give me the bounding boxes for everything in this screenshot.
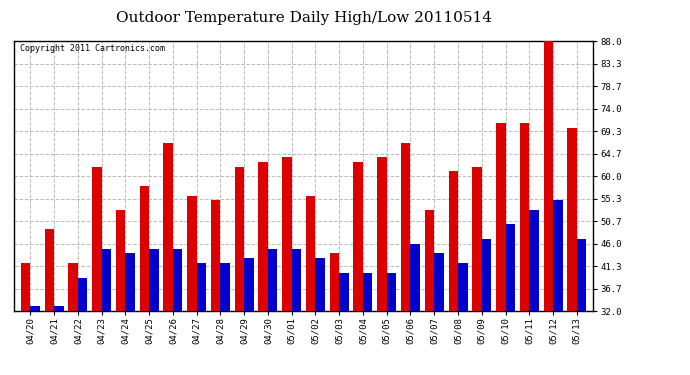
Bar	[353, 162, 363, 311]
Bar	[68, 263, 78, 311]
Bar	[425, 210, 434, 311]
Bar	[45, 229, 55, 311]
Bar	[149, 249, 159, 311]
Bar	[306, 195, 315, 311]
Bar	[244, 258, 254, 311]
Bar	[577, 239, 586, 311]
Bar	[386, 273, 396, 311]
Bar	[553, 200, 562, 311]
Bar	[21, 263, 30, 311]
Bar	[173, 249, 182, 311]
Bar	[339, 273, 348, 311]
Text: Outdoor Temperature Daily High/Low 20110514: Outdoor Temperature Daily High/Low 20110…	[116, 11, 491, 25]
Bar	[458, 263, 468, 311]
Bar	[164, 142, 173, 311]
Bar	[55, 306, 63, 311]
Bar	[116, 210, 126, 311]
Bar	[377, 157, 386, 311]
Bar	[292, 249, 302, 311]
Text: Copyright 2011 Cartronics.com: Copyright 2011 Cartronics.com	[19, 44, 165, 53]
Bar	[187, 195, 197, 311]
Bar	[496, 123, 506, 311]
Bar	[401, 142, 411, 311]
Bar	[92, 166, 101, 311]
Bar	[567, 128, 577, 311]
Bar	[472, 166, 482, 311]
Bar	[221, 263, 230, 311]
Bar	[315, 258, 325, 311]
Bar	[434, 254, 444, 311]
Bar	[197, 263, 206, 311]
Bar	[78, 278, 88, 311]
Bar	[259, 162, 268, 311]
Bar	[363, 273, 373, 311]
Bar	[506, 225, 515, 311]
Bar	[101, 249, 111, 311]
Bar	[211, 200, 221, 311]
Bar	[544, 41, 553, 311]
Bar	[330, 254, 339, 311]
Bar	[448, 171, 458, 311]
Bar	[282, 157, 292, 311]
Bar	[411, 244, 420, 311]
Bar	[126, 254, 135, 311]
Bar	[520, 123, 529, 311]
Bar	[268, 249, 277, 311]
Bar	[235, 166, 244, 311]
Bar	[482, 239, 491, 311]
Bar	[529, 210, 539, 311]
Bar	[139, 186, 149, 311]
Bar	[30, 306, 40, 311]
